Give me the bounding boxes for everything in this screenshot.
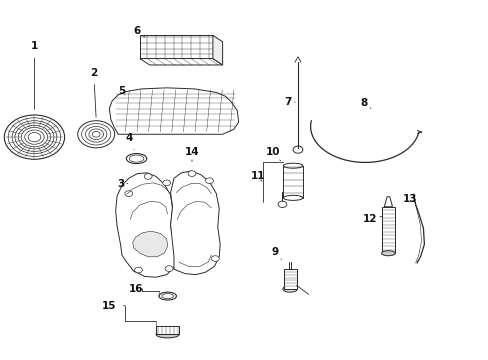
Text: 9: 9 [270,247,281,260]
Polygon shape [140,59,222,65]
Text: 11: 11 [250,171,265,181]
Ellipse shape [283,163,302,168]
Circle shape [85,126,107,142]
Circle shape [92,131,100,137]
Circle shape [205,178,213,184]
Polygon shape [170,171,220,275]
Circle shape [4,115,64,159]
Text: 2: 2 [90,68,97,117]
Text: 12: 12 [362,214,381,224]
Ellipse shape [381,251,394,256]
Bar [140,35,212,59]
Ellipse shape [156,331,179,338]
Circle shape [188,171,196,176]
Ellipse shape [126,154,146,163]
Bar [156,327,179,334]
Circle shape [124,191,132,197]
Circle shape [21,127,47,147]
Circle shape [15,123,54,152]
Text: 5: 5 [118,86,125,96]
Text: 8: 8 [359,98,370,109]
Polygon shape [384,197,392,207]
Text: 3: 3 [117,179,127,189]
Circle shape [8,118,61,157]
Circle shape [211,256,219,261]
Text: 15: 15 [102,301,125,311]
Text: 13: 13 [402,194,416,203]
Text: 16: 16 [129,284,143,294]
Circle shape [19,125,50,149]
Text: 7: 7 [284,97,295,107]
Text: 4: 4 [125,133,134,150]
Circle shape [292,146,302,153]
Ellipse shape [283,286,297,292]
Circle shape [78,121,115,148]
Circle shape [81,123,111,145]
Polygon shape [132,231,167,257]
Bar [381,207,394,253]
Circle shape [144,174,152,179]
Circle shape [25,130,44,144]
Ellipse shape [162,294,173,298]
Text: 14: 14 [184,147,199,161]
Circle shape [134,267,142,273]
Text: 10: 10 [265,147,280,161]
Ellipse shape [129,155,143,162]
Bar [284,269,296,289]
Circle shape [165,266,173,271]
Polygon shape [116,173,176,277]
Text: 1: 1 [31,41,38,109]
Circle shape [163,180,170,186]
Ellipse shape [283,195,302,201]
Circle shape [89,129,103,140]
Bar [283,166,302,198]
Circle shape [28,132,41,142]
Ellipse shape [159,292,176,300]
Polygon shape [109,88,238,134]
Polygon shape [212,35,222,65]
Circle shape [278,201,286,207]
Text: 6: 6 [133,26,144,37]
Circle shape [12,121,57,154]
